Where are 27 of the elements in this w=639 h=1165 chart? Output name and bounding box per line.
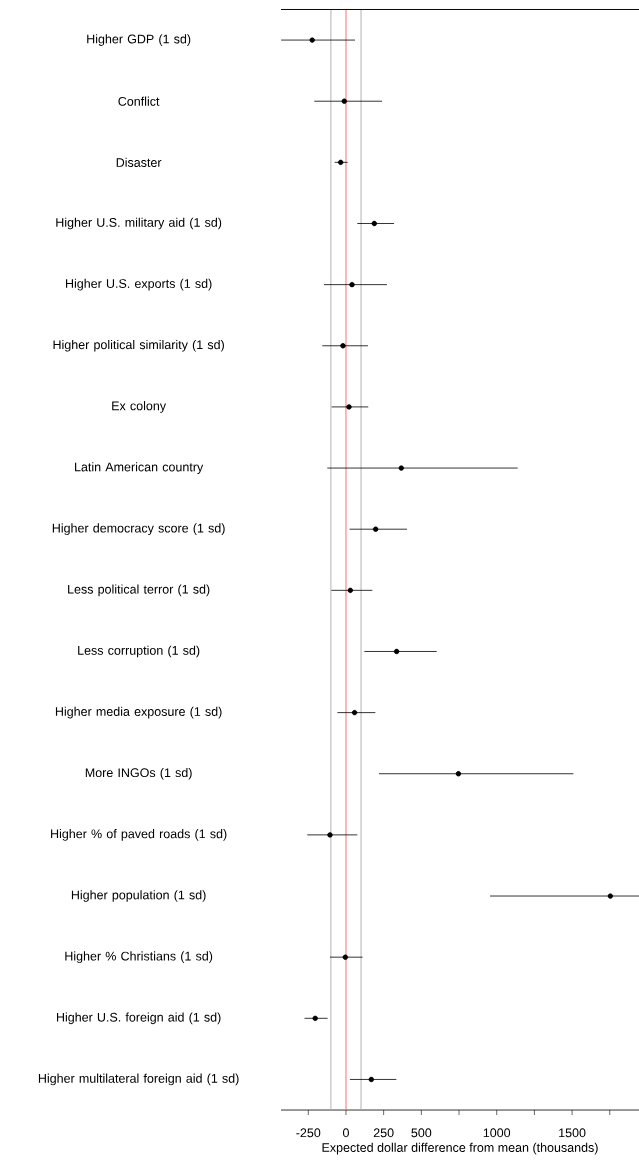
y-tick-label: Higher political similarity (1 sd) — [53, 339, 224, 352]
y-tick-label: Conflict — [118, 96, 160, 106]
y-tick-label: Less corruption (1 sd) — [78, 645, 200, 658]
y-tick-label: Higher GDP (1 sd) — [87, 34, 191, 46]
x-tick-label: 250 — [373, 1128, 394, 1138]
x-tick-label: -250 — [296, 1128, 321, 1138]
y-tick-label: Latin American country — [75, 462, 204, 474]
y-tick-label: Ex colony — [112, 401, 167, 413]
x-tick-label: 1000 — [483, 1128, 511, 1138]
x-tick-label: 500 — [411, 1128, 432, 1138]
y-tick-label: Disaster — [116, 157, 162, 167]
x-tick-label: 1500 — [559, 1128, 586, 1138]
y-tick-label: Higher U.S. foreign aid (1 sd) — [56, 1012, 221, 1025]
y-tick-label: Higher media exposure (1 sd) — [55, 706, 222, 719]
y-tick-label: Higher U.S. military aid (1 sd) — [56, 217, 222, 230]
y-tick-label: Higher % of paved roads (1 sd) — [51, 829, 227, 841]
y-tick-label: Higher democracy score (1 sd) — [52, 523, 225, 536]
x-axis-title: Expected dollar difference from mean (thousands) — [322, 1142, 598, 1155]
y-tick-label: Less political terror (1 sd) — [68, 584, 210, 597]
y-tick-label: Higher U.S. exports (1 sd) — [66, 278, 212, 291]
point — [327, 832, 333, 838]
y-tick-label: Higher population (1 sd) — [71, 890, 206, 902]
y-tick-label: Higher multilateral foreign aid (1 sd) — [38, 1073, 239, 1086]
y-tick-label: More INGOs (1 sd) — [85, 767, 192, 780]
point — [346, 404, 352, 410]
x-tick-label: 0 — [342, 1128, 349, 1138]
y-tick-label: Higher % Christians (1 sd) — [65, 951, 213, 963]
